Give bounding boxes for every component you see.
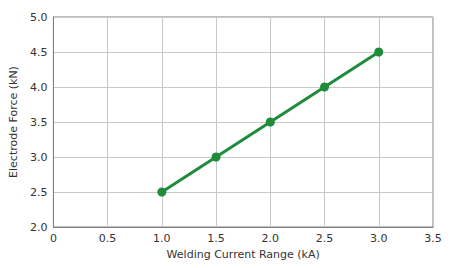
svg-text:4.5: 4.5 <box>30 46 48 59</box>
svg-text:2.0: 2.0 <box>30 221 48 234</box>
svg-text:0: 0 <box>50 232 57 245</box>
svg-text:Welding Current Range (kA): Welding Current Range (kA) <box>167 248 320 261</box>
svg-text:2.5: 2.5 <box>316 232 334 245</box>
svg-text:2.0: 2.0 <box>262 232 280 245</box>
svg-text:3.0: 3.0 <box>370 232 388 245</box>
svg-text:3.5: 3.5 <box>424 232 442 245</box>
svg-text:0.5: 0.5 <box>99 232 117 245</box>
svg-text:3.5: 3.5 <box>30 116 48 129</box>
svg-text:1.5: 1.5 <box>207 232 225 245</box>
svg-text:4.0: 4.0 <box>30 81 48 94</box>
svg-text:3.0: 3.0 <box>30 151 48 164</box>
svg-text:2.5: 2.5 <box>30 186 48 199</box>
svg-text:Electrode Force (kN): Electrode Force (kN) <box>7 66 20 178</box>
svg-text:5.0: 5.0 <box>30 11 48 24</box>
svg-text:1.0: 1.0 <box>153 232 171 245</box>
